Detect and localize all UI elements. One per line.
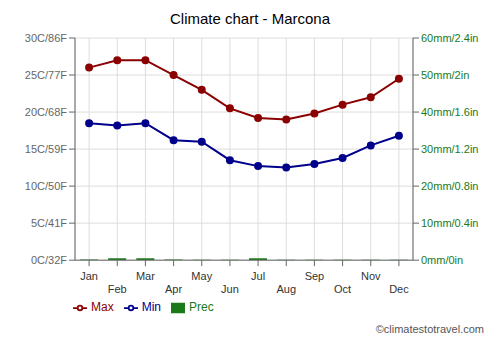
svg-text:50mm/2in: 50mm/2in: [421, 69, 469, 81]
svg-text:60mm/2.4in: 60mm/2.4in: [421, 32, 478, 44]
svg-text:10C/50F: 10C/50F: [25, 180, 67, 192]
svg-text:Dec: Dec: [389, 283, 409, 295]
svg-text:Sep: Sep: [305, 270, 325, 282]
svg-text:10mm/0.4in: 10mm/0.4in: [421, 217, 478, 229]
html-text:Min: Min: [141, 300, 161, 315]
svg-text:Aug: Aug: [276, 283, 296, 295]
svg-text:20C/68F: 20C/68F: [25, 106, 67, 118]
svg-text:25C/77F: 25C/77F: [25, 69, 67, 81]
html-text:Prec: Prec: [189, 300, 214, 315]
svg-text:0C/32F: 0C/32F: [31, 254, 67, 266]
svg-text:30C/86F: 30C/86F: [25, 32, 67, 44]
svg-text:Jul: Jul: [251, 270, 265, 282]
svg-text:Apr: Apr: [165, 283, 182, 295]
svg-text:30mm/1.2in: 30mm/1.2in: [421, 143, 478, 155]
svg-text:Nov: Nov: [361, 270, 381, 282]
svg-text:May: May: [191, 270, 212, 282]
svg-text:Feb: Feb: [108, 283, 127, 295]
svg-text:Jan: Jan: [80, 270, 98, 282]
svg-text:0mm/0in: 0mm/0in: [421, 254, 463, 266]
svg-text:20mm/0.8in: 20mm/0.8in: [421, 180, 478, 192]
svg-text:15C/59F: 15C/59F: [25, 143, 67, 155]
svg-text:Jun: Jun: [221, 283, 239, 295]
svg-text:40mm/1.6in: 40mm/1.6in: [421, 106, 478, 118]
html-text:©climatestotravel.com: ©climatestotravel.com: [375, 323, 484, 335]
svg-text:Mar: Mar: [136, 270, 155, 282]
svg-text:5C/41F: 5C/41F: [31, 217, 67, 229]
svg-text:Oct: Oct: [334, 283, 351, 295]
html-text:Climate chart - Marcona: Climate chart - Marcona: [170, 10, 330, 27]
html-text:Max: Max: [91, 300, 114, 315]
